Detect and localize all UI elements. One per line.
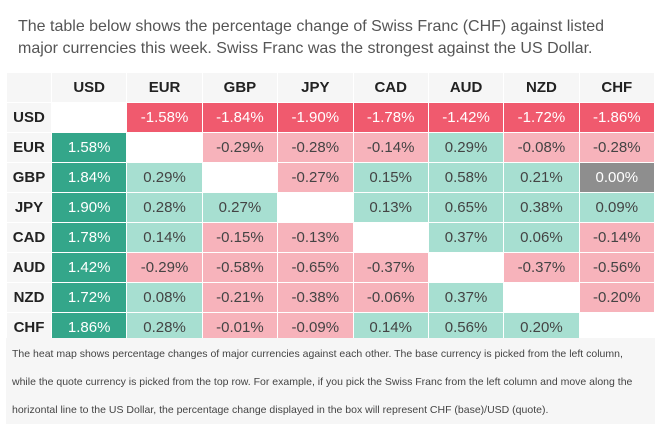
- heatmap-cell: -0.28%: [578, 132, 656, 163]
- heatmap-cell: 0.29%: [126, 162, 203, 193]
- column-header-eur: EUR: [126, 72, 203, 103]
- heatmap-cell: -0.14%: [352, 132, 429, 163]
- row-header-usd: USD: [6, 102, 52, 133]
- table-row: GBP 1.84% 0.29% -0.27% 0.15% 0.58% 0.21% 0.00%: [6, 162, 656, 193]
- heatmap-cell: -0.06%: [352, 282, 429, 313]
- row-header-jpy: JPY: [6, 192, 52, 223]
- heatmap-cell: 0.65%: [427, 192, 505, 223]
- heatmap-cell: [50, 102, 128, 133]
- heatmap-cell: 0.56%: [427, 312, 505, 343]
- row-header-eur: EUR: [6, 132, 52, 163]
- heatmap-cell: -0.29%: [126, 252, 203, 283]
- column-header-usd: USD: [50, 72, 128, 103]
- header-row: USD EUR GBP JPY CAD AUD NZD CHF: [6, 72, 656, 103]
- heatmap-cell: [503, 282, 580, 313]
- heatmap-cell: -0.38%: [277, 282, 354, 313]
- heatmap-cell: -0.15%: [201, 222, 279, 253]
- heatmap-cell: -0.28%: [277, 132, 354, 163]
- heatmap-explanation-note: The heat map shows percentage changes of…: [6, 338, 655, 424]
- intro-text: The table below shows the percentage cha…: [18, 18, 605, 57]
- heatmap-cell: 1.84%: [50, 162, 128, 193]
- heatmap-cell: [578, 312, 656, 343]
- heatmap-cell: 1.72%: [50, 282, 128, 313]
- row-header-chf: CHF: [6, 312, 52, 343]
- heatmap-cell: [201, 162, 279, 193]
- heatmap-cell: [277, 192, 354, 223]
- heatmap-cell: 0.08%: [126, 282, 203, 313]
- column-header-gbp: GBP: [201, 72, 279, 103]
- heatmap-cell: -0.27%: [277, 162, 354, 193]
- heatmap-cell: -0.21%: [201, 282, 279, 313]
- heatmap-cell: 1.90%: [50, 192, 128, 223]
- heatmap-cell: -0.29%: [201, 132, 279, 163]
- column-header-cad: CAD: [352, 72, 429, 103]
- heatmap-cell: -0.13%: [277, 222, 354, 253]
- table-row: AUD 1.42% -0.29% -0.58% -0.65% -0.37% -0.37% -0…: [6, 252, 656, 283]
- heatmap-cell: 1.78%: [50, 222, 128, 253]
- heatmap-cell: 0.06%: [503, 222, 580, 253]
- heatmap-cell: -0.37%: [503, 252, 580, 283]
- heatmap-cell: -0.65%: [277, 252, 354, 283]
- heatmap-cell: 1.58%: [50, 132, 128, 163]
- heatmap-cell: -1.78%: [352, 102, 429, 133]
- heatmap-cell: -1.72%: [503, 102, 580, 133]
- heatmap-cell: 0.09%: [578, 192, 656, 223]
- row-header-nzd: NZD: [6, 282, 52, 313]
- heatmap-cell: -0.58%: [201, 252, 279, 283]
- heatmap-cell: 0.37%: [427, 222, 505, 253]
- column-header-nzd: NZD: [503, 72, 580, 103]
- heatmap-cell: -0.09%: [277, 312, 354, 343]
- column-header-jpy: JPY: [277, 72, 354, 103]
- heatmap-cell: -0.56%: [578, 252, 656, 283]
- heatmap-cell: 1.42%: [50, 252, 128, 283]
- table-row: CAD 1.78% 0.14% -0.15% -0.13% 0.37% 0.06% -0.14…: [6, 222, 656, 253]
- heatmap-cell: -1.84%: [201, 102, 279, 133]
- table-row: NZD 1.72% 0.08% -0.21% -0.38% -0.06% 0.37% -0.2…: [6, 282, 656, 313]
- heatmap-cell: 0.00%: [578, 162, 656, 193]
- row-header-gbp: GBP: [6, 162, 52, 193]
- heatmap-cell: 0.15%: [352, 162, 429, 193]
- heatmap-cell: 0.20%: [503, 312, 580, 343]
- heatmap-cell: [427, 252, 505, 283]
- table-row: EUR 1.58% -0.29% -0.28% -0.14% 0.29% -0.08% -0.…: [6, 132, 656, 163]
- heatmap-cell: 0.21%: [503, 162, 580, 193]
- heatmap-cell: 0.28%: [126, 192, 203, 223]
- heatmap-cell: -1.86%: [578, 102, 656, 133]
- heatmap-cell: 0.29%: [427, 132, 505, 163]
- heatmap-cell: [126, 132, 203, 163]
- heatmap-cell: [352, 222, 429, 253]
- currency-heatmap-table: USD EUR GBP JPY CAD AUD NZD CHF USD -1.58% -1.84%…: [6, 72, 656, 343]
- corner-cell: [6, 72, 52, 103]
- heatmap-cell: 0.13%: [352, 192, 429, 223]
- table-row: CHF 1.86% 0.28% -0.01% -0.09% 0.14% 0.56% 0.20%: [6, 312, 656, 343]
- heatmap-cell: -0.08%: [503, 132, 580, 163]
- heatmap-cell: 0.38%: [503, 192, 580, 223]
- row-header-aud: AUD: [6, 252, 52, 283]
- heatmap-cell: -0.14%: [578, 222, 656, 253]
- table-row: JPY 1.90% 0.28% 0.27% 0.13% 0.65% 0.38% 0.09%: [6, 192, 656, 223]
- table-row: USD -1.58% -1.84% -1.90% -1.78% -1.42% -1.72% -…: [6, 102, 656, 133]
- heatmap-cell: 0.27%: [201, 192, 279, 223]
- column-header-chf: CHF: [578, 72, 656, 103]
- heatmap-cell: -1.42%: [427, 102, 505, 133]
- heatmap-cell: 0.58%: [427, 162, 505, 193]
- heatmap-cell: -0.37%: [352, 252, 429, 283]
- heatmap-cell: -1.90%: [277, 102, 354, 133]
- heatmap-cell: -0.20%: [578, 282, 656, 313]
- heatmap-cell: 0.14%: [352, 312, 429, 343]
- row-header-cad: CAD: [6, 222, 52, 253]
- heatmap-cell: 0.14%: [126, 222, 203, 253]
- heatmap-cell: 0.37%: [427, 282, 505, 313]
- column-header-aud: AUD: [427, 72, 505, 103]
- heatmap-cell: -1.58%: [126, 102, 203, 133]
